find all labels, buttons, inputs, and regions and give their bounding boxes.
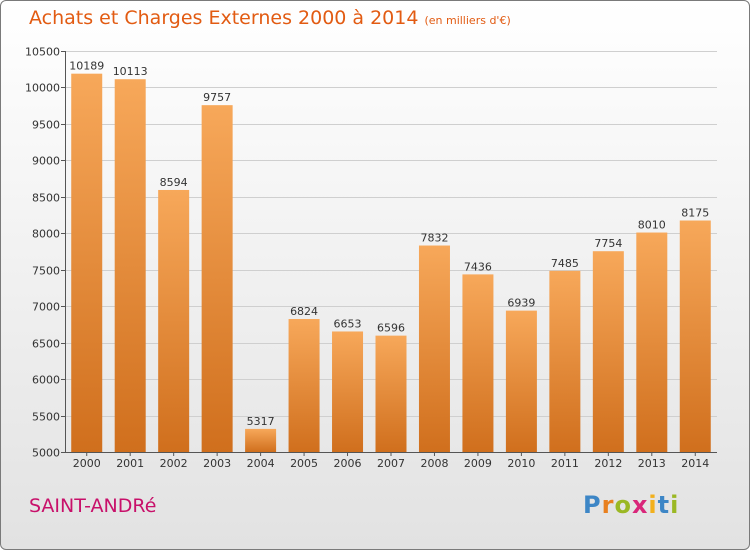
unit-text: (en milliers d'€) xyxy=(424,14,511,27)
chart-title: Achats et Charges Externes 2000 à 2014 (e… xyxy=(29,7,511,29)
bar xyxy=(592,251,624,452)
bar-value-label: 8175 xyxy=(681,207,709,220)
brand-letter: i xyxy=(648,491,658,519)
brand-logo: Proxiti xyxy=(583,491,679,519)
x-tick-label: 2014 xyxy=(681,457,709,470)
y-tick-label: 6000 xyxy=(32,374,60,387)
bar-value-label: 6653 xyxy=(334,317,362,330)
bar xyxy=(549,270,581,452)
bar-value-label: 7436 xyxy=(464,260,492,273)
brand-letter: x xyxy=(631,491,649,519)
bar-value-label: 6824 xyxy=(290,305,318,318)
brand-letter: P xyxy=(583,491,602,519)
x-tick-label: 2012 xyxy=(594,457,622,470)
bar xyxy=(418,245,450,452)
bar-value-label: 7485 xyxy=(551,257,579,270)
place-name: SAINT-ANDRé xyxy=(29,495,157,517)
bar-value-label: 7832 xyxy=(420,232,448,245)
bar-value-label: 7754 xyxy=(594,237,622,250)
x-tick-label: 2005 xyxy=(290,457,318,470)
bar xyxy=(505,310,537,452)
x-tick-label: 2002 xyxy=(160,457,188,470)
x-tick-label: 2011 xyxy=(551,457,579,470)
x-tick-label: 2009 xyxy=(464,457,492,470)
bar xyxy=(679,220,711,452)
bar xyxy=(288,319,320,452)
y-tick-label: 10000 xyxy=(25,82,60,95)
bar xyxy=(245,428,277,452)
x-tick-label: 2001 xyxy=(116,457,144,470)
x-tick-label: 2008 xyxy=(420,457,448,470)
bar xyxy=(462,274,494,452)
x-tick-label: 2000 xyxy=(73,457,101,470)
y-tick-label: 10500 xyxy=(25,46,60,59)
bar xyxy=(201,105,233,453)
y-tick-label: 7000 xyxy=(32,301,60,314)
bar xyxy=(114,79,146,452)
brand-letter: t xyxy=(657,491,671,519)
bar-value-label: 10113 xyxy=(113,65,148,78)
bar xyxy=(71,73,103,452)
bar xyxy=(158,189,190,452)
bar-value-label: 5317 xyxy=(247,415,275,428)
x-tick-label: 2003 xyxy=(203,457,231,470)
bar-value-label: 10189 xyxy=(69,60,104,73)
bar-value-label: 9757 xyxy=(203,91,231,104)
x-tick-label: 2007 xyxy=(377,457,405,470)
y-tick-label: 7500 xyxy=(32,265,60,278)
y-tick-label: 8500 xyxy=(32,192,60,205)
brand-letter: o xyxy=(614,491,632,519)
bar xyxy=(636,232,668,452)
y-tick-label: 6500 xyxy=(32,338,60,351)
y-tick-label: 5500 xyxy=(32,411,60,424)
bar-value-label: 8594 xyxy=(160,176,188,189)
bar xyxy=(375,335,407,452)
y-tick-label: 8000 xyxy=(32,228,60,241)
bar-value-label: 8010 xyxy=(638,219,666,232)
title-text: Achats et Charges Externes 2000 à 2014 xyxy=(29,7,419,29)
x-tick-label: 2010 xyxy=(507,457,535,470)
brand-letter: i xyxy=(670,491,680,519)
y-tick-label: 5000 xyxy=(32,447,60,460)
x-tick-label: 2006 xyxy=(334,457,362,470)
bar-value-label: 6939 xyxy=(507,297,535,310)
x-tick-label: 2013 xyxy=(638,457,666,470)
bar-value-label: 6596 xyxy=(377,322,405,335)
x-tick-label: 2004 xyxy=(247,457,275,470)
brand-letter: r xyxy=(601,491,615,519)
bar xyxy=(332,331,364,452)
y-tick-label: 9500 xyxy=(32,119,60,132)
y-tick-label: 9000 xyxy=(32,155,60,168)
